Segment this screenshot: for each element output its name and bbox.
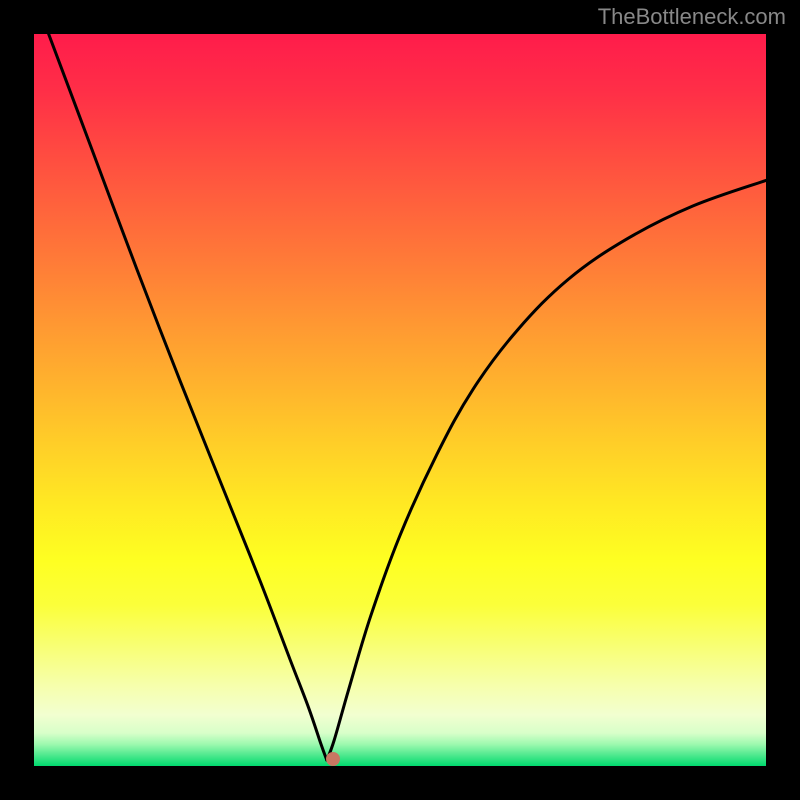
bottleneck-curve [34, 34, 766, 766]
curve-right-branch [327, 180, 766, 760]
optimum-marker [326, 752, 340, 766]
watermark-text: TheBottleneck.com [598, 4, 786, 30]
plot-area [34, 34, 766, 766]
curve-left-branch [49, 34, 327, 760]
